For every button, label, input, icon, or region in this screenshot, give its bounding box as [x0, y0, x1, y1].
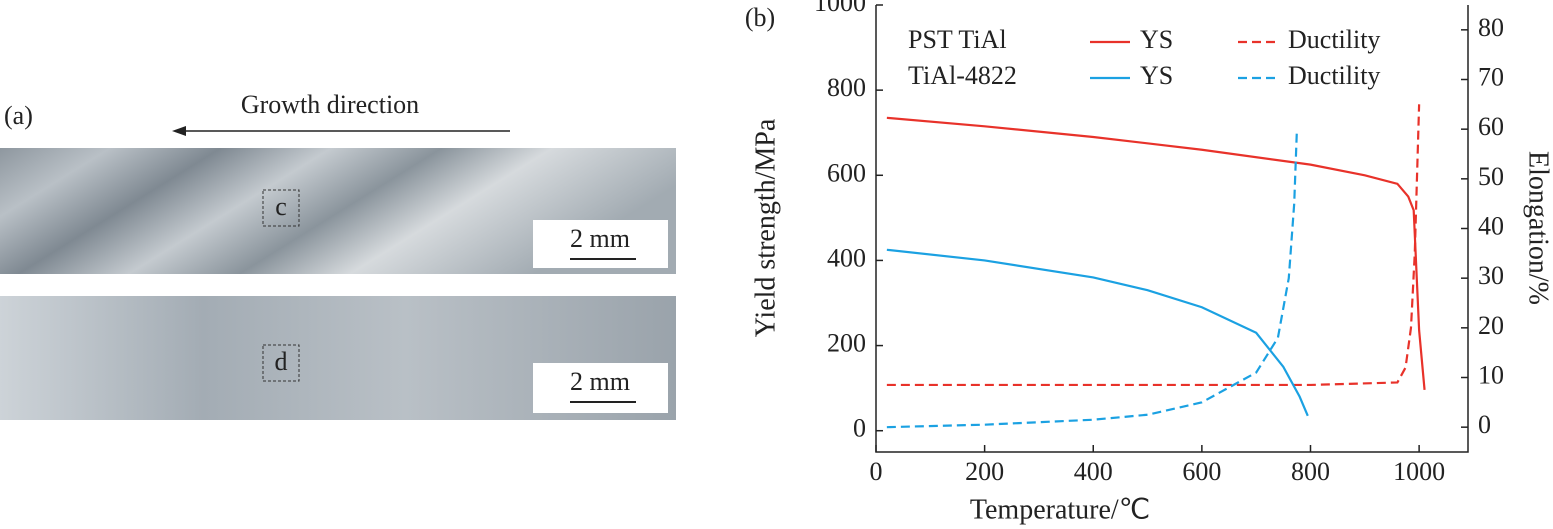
y-tick-label: 0: [853, 414, 866, 443]
series-line: [886, 104, 1421, 387]
y2-tick-label: 30: [1478, 261, 1504, 290]
x-tick-label: 600: [1182, 457, 1221, 486]
legend-label: Ductility: [1288, 61, 1380, 90]
region-box: [262, 344, 300, 382]
y2-tick-label: 10: [1478, 360, 1504, 389]
y-tick-label: 400: [827, 243, 866, 272]
series-line: [886, 116, 1426, 390]
y2-tick-label: 0: [1478, 410, 1491, 439]
x-axis-title: Temperature/℃: [970, 494, 1150, 525]
series-line: [886, 248, 1309, 417]
y2-axis-title: Elongation/%: [1523, 151, 1553, 305]
panel-label: (b): [745, 3, 775, 32]
legend-group: TiAl-4822: [908, 61, 1017, 90]
scale-label: 2 mm: [570, 367, 630, 396]
y2-tick-label: 80: [1478, 13, 1504, 42]
legend-group: PST TiAl: [908, 25, 1007, 54]
y2-tick-label: 70: [1478, 62, 1504, 91]
legend-label: YS: [1140, 61, 1173, 90]
legend-label: YS: [1140, 25, 1173, 54]
y-tick-label: 800: [827, 73, 866, 102]
x-tick-label: 200: [965, 457, 1004, 486]
region-box: [262, 189, 300, 227]
scale-box: [533, 363, 668, 413]
x-tick-label: 0: [870, 457, 883, 486]
y2-tick-label: 20: [1478, 311, 1504, 340]
region-label: d: [275, 347, 288, 376]
y2-tick-label: 60: [1478, 112, 1504, 141]
region-label: c: [275, 192, 287, 221]
legend-label: Ductility: [1288, 25, 1380, 54]
scale-label: 2 mm: [570, 224, 630, 253]
x-tick-label: 400: [1074, 457, 1113, 486]
y-axis-title: Yield strength/MPa: [750, 118, 781, 337]
arrow-head: [172, 126, 186, 136]
arrow-label: Growth direction: [241, 90, 419, 119]
y2-tick-label: 40: [1478, 211, 1504, 240]
y-tick-label: 1000: [814, 0, 866, 17]
x-tick-label: 1000: [1393, 457, 1445, 486]
y2-tick-label: 50: [1478, 162, 1504, 191]
panel-label: (a): [4, 101, 33, 130]
y-tick-label: 200: [827, 329, 866, 358]
y-tick-label: 600: [827, 158, 866, 187]
x-tick-label: 800: [1291, 457, 1330, 486]
